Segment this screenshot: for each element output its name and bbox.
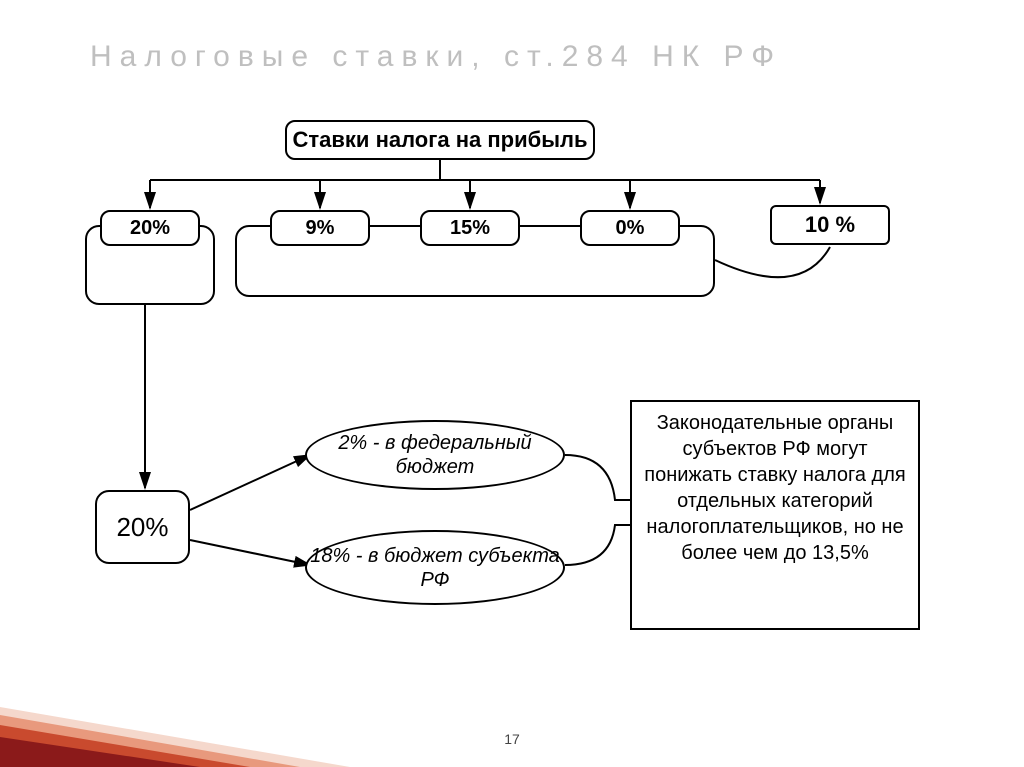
detail-rate-box: 20% (95, 490, 190, 564)
info-box-text: Законодательные органы субъектов РФ могу… (644, 412, 905, 564)
rate-20-label: 20% (130, 217, 170, 240)
ellipse-federal: 2% - в федеральный бюджет (305, 420, 565, 490)
rate-0-label: 0% (616, 217, 645, 240)
connector-layer (0, 0, 1024, 767)
rate-15-label: 15% (450, 217, 490, 240)
ellipse-subject: 18% - в бюджет субъекта РФ (305, 530, 565, 605)
root-box: Ставки налога на прибыль (285, 120, 595, 160)
info-box: Законодательные органы субъектов РФ могу… (630, 400, 920, 630)
decorative-triangle (0, 707, 350, 767)
rate-9: 9% (270, 210, 370, 246)
rate-15: 15% (420, 210, 520, 246)
rate-20: 20% (100, 210, 200, 246)
page-number: 17 (504, 731, 520, 747)
ellipse-subject-label: 18% - в бюджет субъекта РФ (307, 544, 563, 592)
rate-10-label: 10 % (805, 212, 855, 238)
rate-10: 10 % (770, 205, 890, 245)
root-box-label: Ставки налога на прибыль (293, 127, 588, 153)
rate-9-label: 9% (306, 217, 335, 240)
slide-title: Налоговые ставки, ст.284 НК РФ (90, 40, 782, 74)
rate-0: 0% (580, 210, 680, 246)
ellipse-federal-label: 2% - в федеральный бюджет (307, 431, 563, 479)
detail-rate-label: 20% (116, 512, 168, 543)
